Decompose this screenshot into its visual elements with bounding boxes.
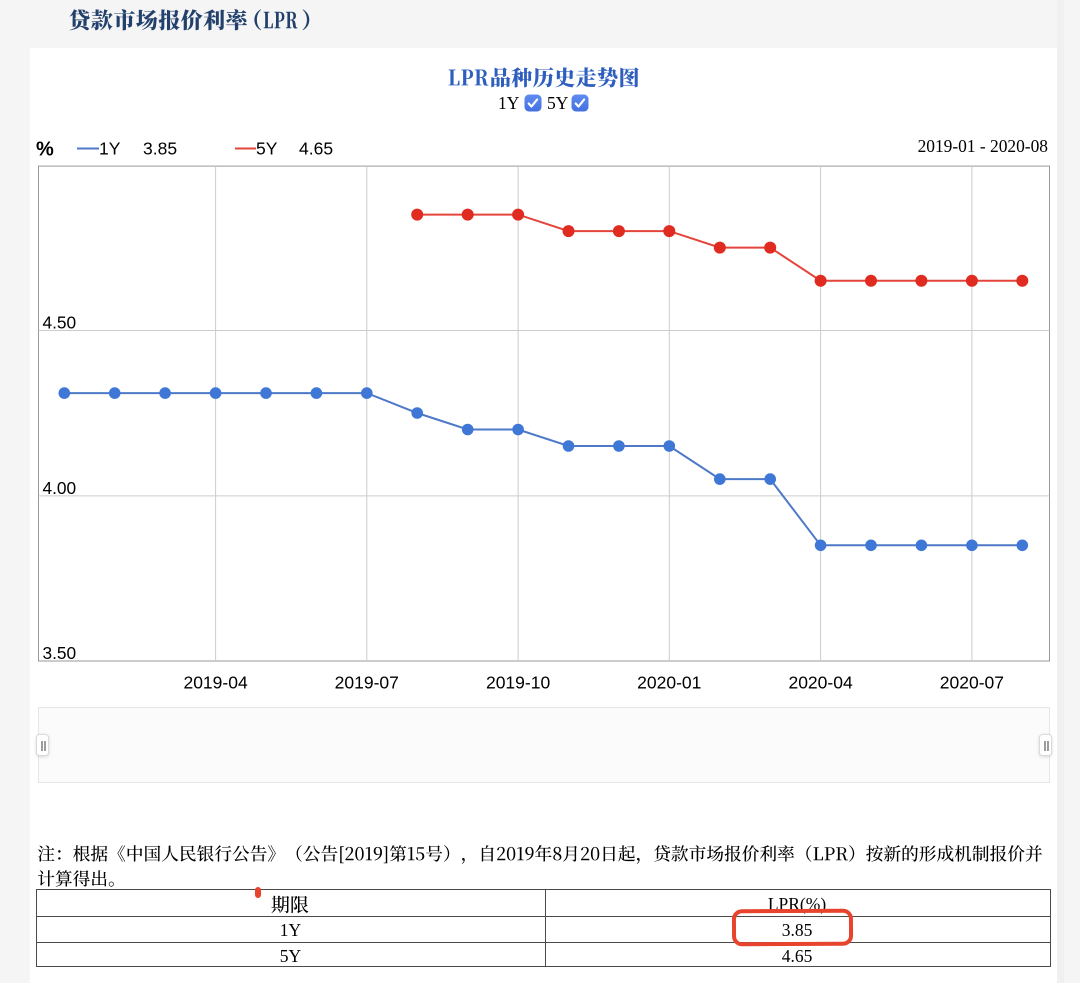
svg-text:4.00: 4.00: [43, 478, 77, 498]
svg-text:2020-07: 2020-07: [940, 673, 1004, 693]
svg-text:5Y: 5Y: [256, 139, 278, 159]
svg-text:2019-01 - 2020-08: 2019-01 - 2020-08: [918, 136, 1049, 156]
svg-text:%: %: [36, 139, 54, 161]
svg-text:3.50: 3.50: [43, 643, 77, 663]
svg-text:2019-07: 2019-07: [335, 673, 399, 693]
svg-text:2020-04: 2020-04: [788, 673, 852, 693]
svg-text:2020-01: 2020-01: [637, 673, 701, 693]
svg-text:2019-04: 2019-04: [183, 673, 247, 693]
svg-text:1Y: 1Y: [99, 139, 121, 159]
svg-text:4.65: 4.65: [299, 139, 333, 159]
svg-text:2019-10: 2019-10: [486, 673, 550, 693]
svg-text:4.50: 4.50: [43, 313, 77, 333]
svg-text:3.85: 3.85: [143, 139, 177, 159]
